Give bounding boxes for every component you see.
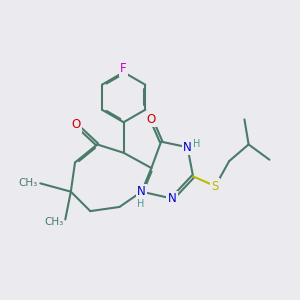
Text: N: N: [168, 192, 177, 205]
Text: H: H: [137, 199, 145, 209]
Text: S: S: [212, 180, 219, 193]
Text: O: O: [147, 113, 156, 126]
Text: CH₃: CH₃: [45, 217, 64, 227]
Text: CH₃: CH₃: [19, 178, 38, 188]
Text: N: N: [137, 185, 146, 198]
Text: N: N: [183, 141, 192, 154]
Text: F: F: [120, 62, 127, 75]
Text: H: H: [193, 140, 200, 149]
Text: O: O: [72, 118, 81, 131]
